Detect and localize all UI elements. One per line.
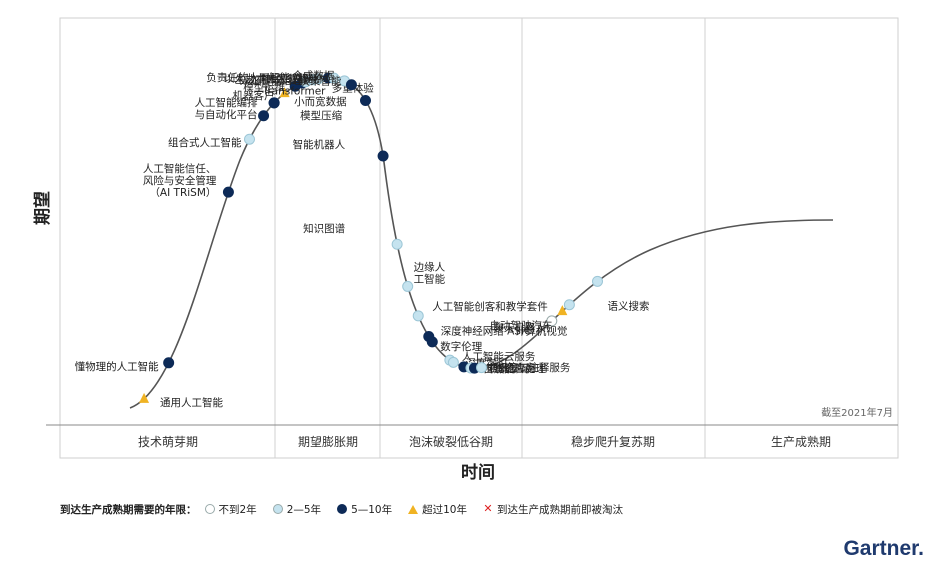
legend-marker-obsolete: ✕ <box>483 502 493 515</box>
legend-item-5to10: 5—10年 <box>337 502 392 517</box>
tech-marker <box>222 186 234 198</box>
tech-marker <box>244 133 256 145</box>
legend-item-gt10: 超过10年 <box>408 502 467 517</box>
tech-marker <box>563 299 575 311</box>
tech-label: 边缘人工智能 <box>414 260 446 285</box>
tech-label: 机器客户 <box>233 89 275 102</box>
y-axis-label: 期望 <box>32 191 53 225</box>
phase-label-plateau: 生产成熟期 <box>771 434 831 449</box>
tech-label: 数据标签与注释服务 <box>476 361 571 374</box>
tech-marker <box>557 305 568 316</box>
legend-label-lt2: 不到2年 <box>218 503 257 516</box>
tech-label: 决策智能 <box>299 75 341 88</box>
tech-label: 以人为本的人工智能 <box>224 72 319 85</box>
tech-label: 聊天机器人 <box>493 321 546 334</box>
tech-marker <box>328 72 340 84</box>
tech-marker <box>391 238 403 250</box>
tech-label: 人工智能编排与自动化平台 <box>195 96 258 121</box>
tech-marker <box>591 275 603 287</box>
tech-label: 人工智能信任、风险与安全管理（AI TRiSM） <box>143 162 217 199</box>
tech-marker <box>377 150 389 162</box>
tech-label: 语义搜索 <box>607 299 649 312</box>
tech-label: 懂物理的人工智能 <box>75 360 159 373</box>
tech-label: 模型运维 <box>243 80 285 93</box>
plot-frame <box>59 17 899 459</box>
phase-label-peak: 期望膨胀期 <box>298 435 358 449</box>
legend-label-5to10: 5—10年 <box>351 503 393 516</box>
tech-marker <box>139 392 150 403</box>
gartner-logo: Gartner. <box>843 537 924 560</box>
legend-label-obsolete: 到达生产成熟期前即被淘汰 <box>496 503 623 516</box>
tech-label: 合成数据 <box>292 69 334 82</box>
legend-title: 到达生产成熟期需要的年限： <box>60 503 197 516</box>
tech-label: 小而宽数据 <box>294 95 347 108</box>
tech-marker <box>447 356 459 368</box>
tech-label: 负责任的人工智能 <box>206 71 290 84</box>
legend-marker-5to10 <box>337 504 348 514</box>
tech-marker <box>426 336 438 348</box>
tech-label: 神经形态硬件 <box>261 72 324 85</box>
phase-label-trigger: 技术萌芽期 <box>138 435 198 449</box>
tech-marker <box>258 110 270 122</box>
tech-label: 组合式人工智能 <box>168 136 242 149</box>
tech-label: 智能应用 <box>494 362 536 375</box>
hype-cycle-chart: 期望 技术萌芽期 期望膨胀期 泡沫破裂低谷期 稳步爬升复苏期 生产成熟期 截至2… <box>32 17 899 483</box>
tech-label: 机器学习 <box>488 362 530 375</box>
legend: 到达生产成熟期需要的年限： 不到2年 2—5年 5—10年 超过10年 ✕ 到达… <box>60 500 639 518</box>
legend-label-gt10: 超过10年 <box>422 503 467 516</box>
tech-marker <box>163 357 175 369</box>
tech-marker <box>345 79 357 91</box>
tech-label: 知识图谱 <box>303 222 345 235</box>
legend-label-2to5: 2—5年 <box>286 503 322 516</box>
tech-marker <box>412 310 424 322</box>
tech-marker <box>279 87 290 98</box>
phase-dividers <box>274 18 706 458</box>
tech-label: Transformer <box>261 85 326 97</box>
phase-label-slope: 稳步爬升复苏期 <box>571 434 655 449</box>
tech-label: 计算机视觉 <box>515 325 568 338</box>
legend-item-obsolete: ✕ 到达生产成熟期前即被淘汰 <box>483 502 623 517</box>
tech-label: 通用人工智能 <box>160 396 223 409</box>
legend-marker-gt10 <box>408 504 419 514</box>
tech-label: 数字伦理 <box>440 340 482 353</box>
tech-label: 人工智能创客和教学套件 <box>432 300 548 313</box>
tech-marker <box>546 315 558 327</box>
tech-label: 生成式人工智能 <box>235 73 309 86</box>
legend-marker-2to5 <box>272 504 283 514</box>
tech-marker <box>268 97 280 109</box>
tech-marker <box>402 280 414 292</box>
phase-label-trough: 泡沫破裂低谷期 <box>409 434 493 449</box>
technology-layer: 通用人工智能 懂物理的人工智能 人工智能信任、风险与安全管理（AI TRiSM） 组合… <box>75 69 650 409</box>
tech-label: 自动驾驶汽车 <box>489 319 552 332</box>
x-axis-label: 时间 <box>461 462 495 483</box>
as-of-date: 截至2021年7月 <box>821 406 893 419</box>
tech-label: 自然语言处理 <box>483 362 546 375</box>
tech-label: 模型压缩 <box>300 109 342 122</box>
tech-label: 深度神经网络 ASIC <box>441 324 532 337</box>
tech-label: 人工智能云服务 <box>462 350 536 363</box>
legend-marker-lt2 <box>204 504 215 514</box>
tech-marker <box>360 94 372 106</box>
legend-item-lt2: 不到2年 <box>204 502 257 517</box>
tech-marker <box>476 362 487 374</box>
tech-label: 智能机器人 <box>293 138 346 151</box>
legend-item-2to5: 2—5年 <box>272 502 322 517</box>
tech-label: 人工智能治理 <box>240 74 303 87</box>
